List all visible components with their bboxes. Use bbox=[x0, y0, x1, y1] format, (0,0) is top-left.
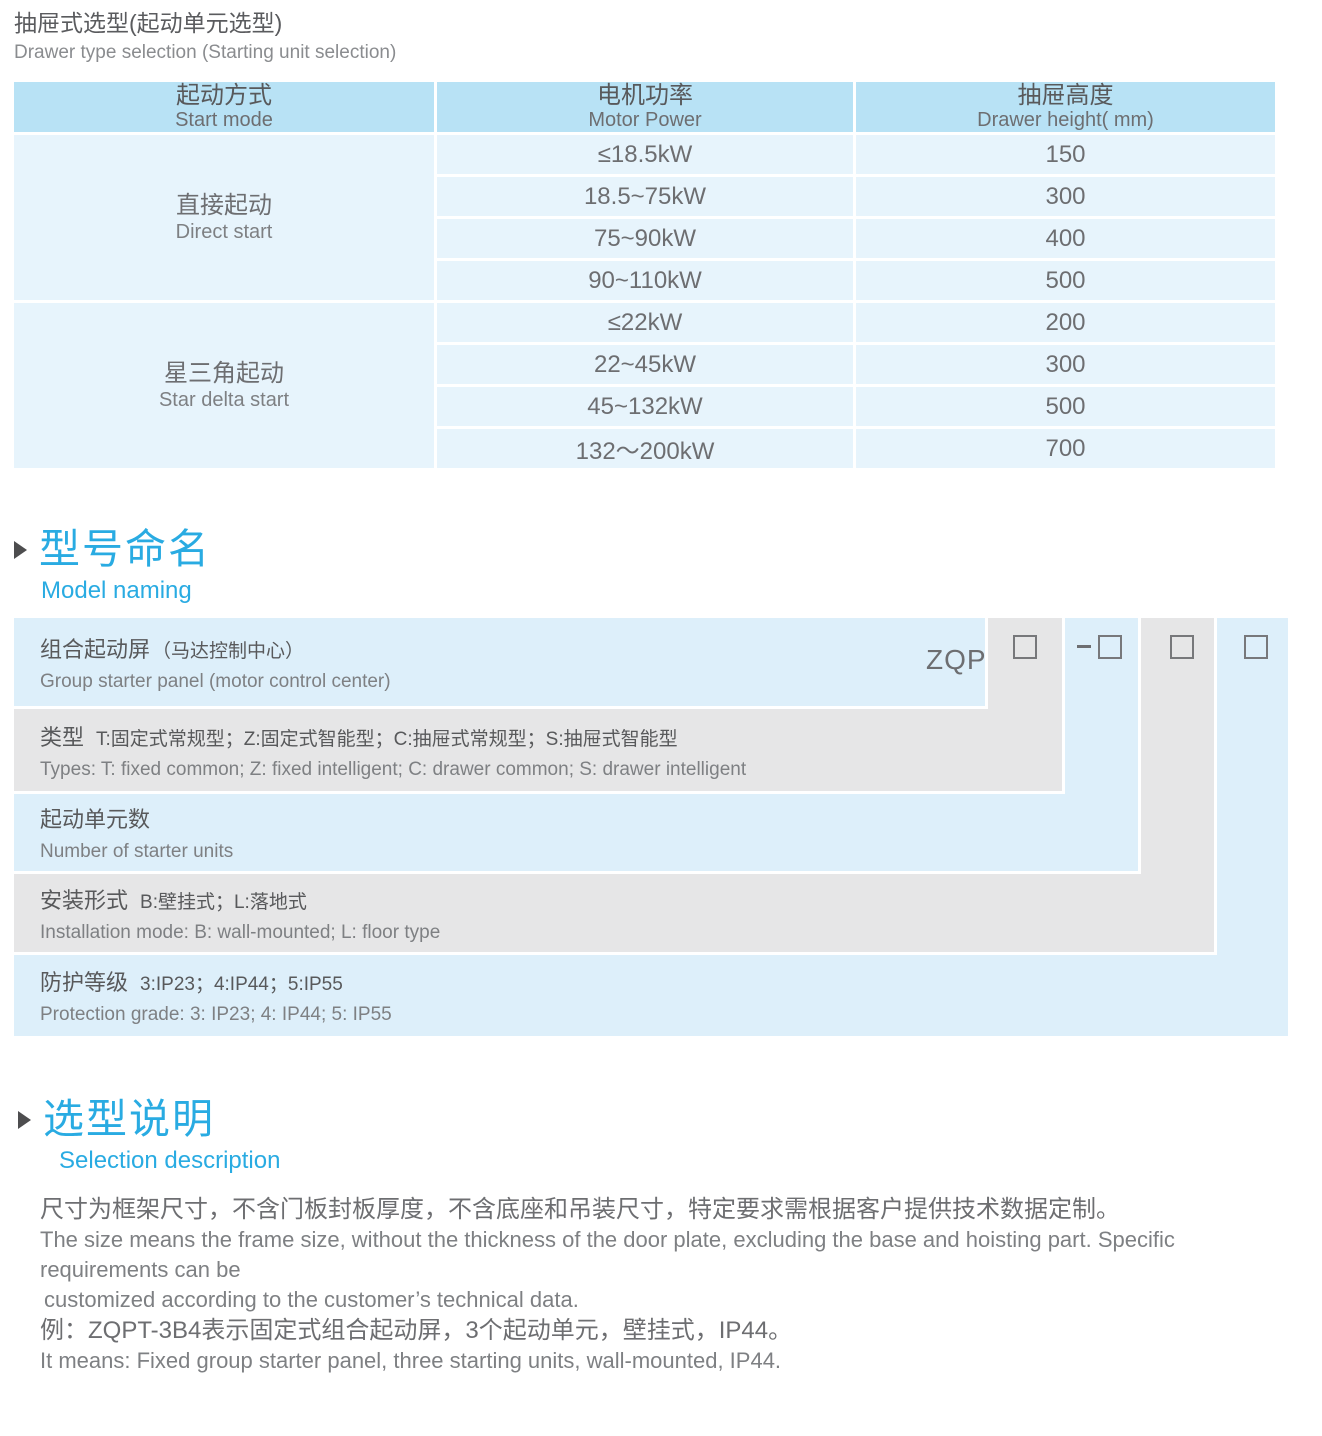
row-cn: 类型 T:固定式常规型；Z:固定式智能型；C:抽屉式常规型；S:抽屉式智能型 bbox=[40, 720, 1062, 752]
section-heading-text: 选型说明 Selection description bbox=[43, 1096, 280, 1176]
arrow-right-icon bbox=[18, 1111, 31, 1129]
col-header-en: Drawer height( mm) bbox=[977, 109, 1154, 131]
start-mode-cell-direct: 直接起动 Direct start bbox=[14, 135, 434, 300]
model-naming-row-type: 类型 T:固定式常规型；Z:固定式智能型；C:抽屉式常规型；S:抽屉式智能型 Ty… bbox=[14, 709, 1062, 791]
description-line: customized according to the customer’s t… bbox=[44, 1287, 579, 1312]
model-naming-diagram: 组合起动屏 （马达控制中心） Group starter panel (motor… bbox=[14, 618, 1288, 1036]
col-header-motor-power: 电机功率 Motor Power bbox=[437, 82, 853, 132]
row-en: Protection grade: 3: IP23; 4: IP44; 5: I… bbox=[40, 1004, 392, 1025]
model-naming-row-product: 组合起动屏 （马达控制中心） Group starter panel (motor… bbox=[14, 618, 985, 706]
description-line: 例：ZQPT-3B4表示固定式组合起动屏，3个起动单元，壁挂式，IP44。 bbox=[40, 1317, 793, 1344]
start-mode-en: Star delta start bbox=[158, 388, 290, 411]
row-cn-detail: （马达控制中心） bbox=[152, 640, 305, 662]
col-header-cn: 起动方式 bbox=[176, 82, 272, 109]
row-cn-detail: B:壁挂式；L:落地式 bbox=[140, 891, 307, 913]
col-header-en: Motor Power bbox=[588, 109, 702, 131]
drawer-height-cell: 200 bbox=[856, 303, 1275, 342]
motor-power-cell: ≤18.5kW bbox=[437, 135, 853, 174]
motor-power-cell: 22~45kW bbox=[437, 345, 853, 384]
row-cn-label: 起动单元数 bbox=[40, 807, 151, 832]
row-cn: 组合起动屏 （马达控制中心） bbox=[40, 632, 985, 664]
table-row: 22~45kW 300 bbox=[14, 345, 1275, 384]
model-naming-row-protection: 防护等级 3:IP23；4:IP44；5:IP55 Protection grad… bbox=[14, 955, 1288, 1036]
row-cn-label: 组合起动屏 bbox=[40, 636, 151, 662]
table-row: 132～200kW 700 bbox=[14, 429, 1275, 468]
row-cn-label: 安装形式 bbox=[40, 887, 129, 913]
row-cn-detail: T:固定式常规型；Z:固定式智能型；C:抽屉式常规型；S:抽屉式智能型 bbox=[96, 728, 678, 750]
row-cn: 安装形式 B:壁挂式；L:落地式 bbox=[40, 883, 1214, 915]
description-line: 尺寸为框架尺寸，不含门板封板厚度，不含底座和吊装尺寸，特定要求需根据客户提供技术… bbox=[40, 1196, 1120, 1223]
drawer-height-cell: 150 bbox=[856, 135, 1275, 174]
arrow-right-icon bbox=[14, 541, 27, 559]
code-placeholder-box-installation bbox=[1170, 635, 1194, 659]
section-heading-en: Model naming bbox=[41, 577, 192, 604]
drawer-height-cell: 500 bbox=[856, 261, 1275, 300]
table-row: 45~132kW 500 bbox=[14, 387, 1275, 426]
code-placeholder-box-protection bbox=[1244, 635, 1268, 659]
drawer-height-cell: 700 bbox=[856, 429, 1275, 468]
section-heading-en: Selection description bbox=[59, 1147, 281, 1174]
selection-description-text: 尺寸为框架尺寸，不含门板封板厚度，不含底座和吊装尺寸，特定要求需根据客户提供技术… bbox=[40, 1194, 1290, 1376]
motor-power-cell: 18.5~75kW bbox=[437, 177, 853, 216]
start-mode-cn: 星三角起动 bbox=[164, 359, 284, 387]
model-code-prefix: ZQP bbox=[926, 644, 987, 675]
table-row: 90~110kW 500 bbox=[14, 261, 1275, 300]
code-dash bbox=[1077, 645, 1091, 648]
row-cn-detail: 3:IP23；4:IP44；5:IP55 bbox=[140, 974, 343, 995]
table-header-row: 起动方式 Start mode 电机功率 Motor Power 抽屉高度 Dr… bbox=[14, 82, 1275, 132]
model-naming-row-installation: 安装形式 B:壁挂式；L:落地式 Installation mode: B: wa… bbox=[14, 874, 1214, 952]
drawer-height-cell: 500 bbox=[856, 387, 1275, 426]
table-row: 星三角起动 Star delta start ≤22kW 200 bbox=[14, 303, 1275, 468]
drawer-height-cell: 300 bbox=[856, 345, 1275, 384]
row-en: Group starter panel (motor control cente… bbox=[40, 670, 391, 692]
col-header-cn: 抽屉高度 bbox=[1017, 82, 1114, 109]
section-heading-cn: 型号命名 bbox=[39, 526, 211, 572]
row-en: Installation mode: B: wall-mounted; L: f… bbox=[40, 921, 441, 943]
table-row: 75~90kW 400 bbox=[14, 219, 1275, 258]
row-cn-label: 类型 bbox=[40, 724, 85, 750]
col-header-en: Start mode bbox=[175, 109, 273, 131]
drawer-height-cell: 300 bbox=[856, 177, 1275, 216]
drawer-selection-table: 起动方式 Start mode 电机功率 Motor Power 抽屉高度 Dr… bbox=[11, 79, 1278, 471]
code-placeholder-box-units bbox=[1098, 635, 1122, 659]
row-cn: 起动单元数 bbox=[40, 802, 1138, 834]
row-cn-label: 防护等级 bbox=[40, 970, 129, 995]
document-title-en: Drawer type selection (Starting unit sel… bbox=[14, 42, 397, 63]
col-header-start-mode: 起动方式 Start mode bbox=[14, 82, 434, 132]
motor-power-cell: 75~90kW bbox=[437, 219, 853, 258]
section-heading-model-naming: 型号命名 Model naming bbox=[14, 526, 211, 606]
model-naming-row-units: 起动单元数 Number of starter units bbox=[14, 794, 1138, 871]
col-header-drawer-height: 抽屉高度 Drawer height( mm) bbox=[856, 82, 1275, 132]
start-mode-cn: 直接起动 bbox=[176, 191, 272, 219]
section-heading-text: 型号命名 Model naming bbox=[39, 526, 211, 606]
motor-power-cell: 90~110kW bbox=[437, 261, 853, 300]
start-mode-cell-star-delta: 星三角起动 Star delta start bbox=[14, 303, 434, 468]
motor-power-cell: 132～200kW bbox=[437, 429, 853, 468]
description-line: It means: Fixed group starter panel, thr… bbox=[40, 1348, 782, 1373]
description-line: The size means the frame size, without t… bbox=[40, 1227, 1175, 1282]
row-en: Types: T: fixed common; Z: fixed intelli… bbox=[40, 758, 747, 780]
document-title: 抽屉式选型(起动单元选型) Drawer type selection (Sta… bbox=[14, 8, 396, 66]
table-row: 18.5~75kW 300 bbox=[14, 177, 1275, 216]
motor-power-cell: 45~132kW bbox=[437, 387, 853, 426]
col-header-cn: 电机功率 bbox=[597, 82, 693, 109]
drawer-height-cell: 400 bbox=[856, 219, 1275, 258]
section-heading-cn: 选型说明 bbox=[43, 1096, 215, 1142]
document-title-cn: 抽屉式选型(起动单元选型) bbox=[14, 10, 283, 36]
table-row: 直接起动 Direct start ≤18.5kW 150 bbox=[14, 135, 1275, 300]
start-mode-en: Direct start bbox=[175, 220, 273, 243]
row-en: Number of starter units bbox=[40, 841, 234, 862]
code-placeholder-box-type bbox=[1013, 635, 1037, 659]
row-cn: 防护等级 3:IP23；4:IP44；5:IP55 bbox=[40, 965, 1288, 997]
motor-power-cell: ≤22kW bbox=[437, 303, 853, 342]
section-heading-selection-description: 选型说明 Selection description bbox=[18, 1096, 280, 1176]
